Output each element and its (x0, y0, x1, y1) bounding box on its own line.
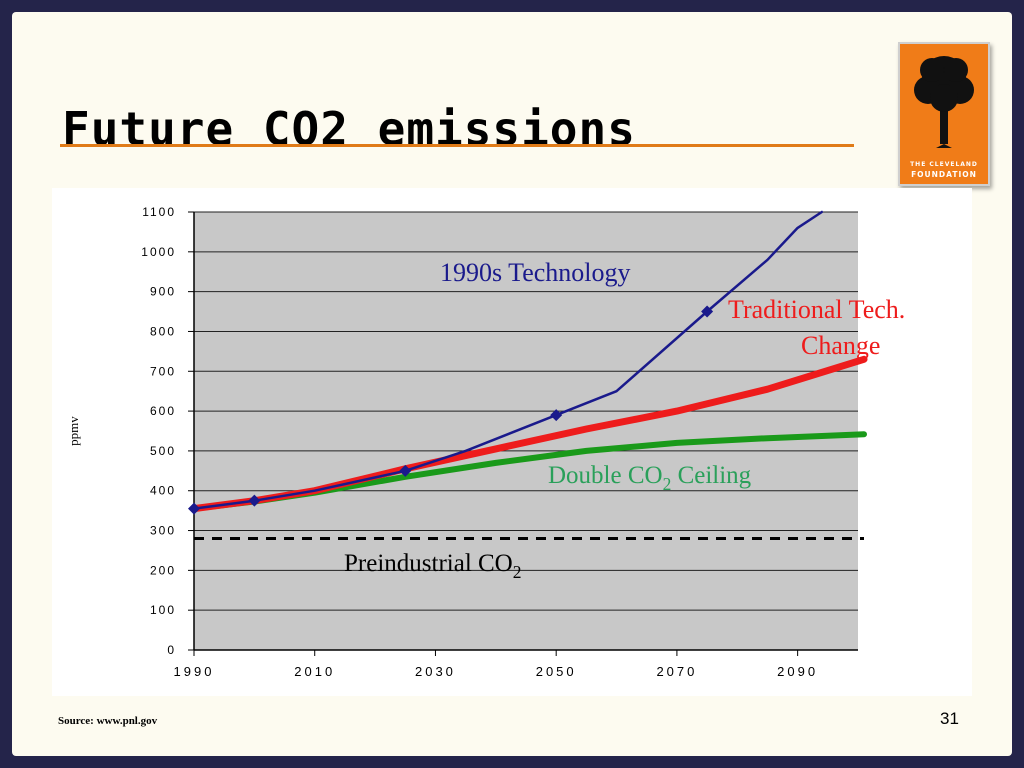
y-axis-label: ppmv (66, 416, 81, 446)
y-tick-label: 800 (150, 324, 176, 338)
x-tick-label: 2010 (294, 664, 335, 679)
plot-area (194, 212, 858, 650)
data-marker (248, 494, 261, 507)
x-tick-label: 2090 (777, 664, 818, 679)
logo-line-1: THE CLEVELAND (910, 161, 978, 168)
data-marker (550, 409, 563, 422)
label-double-co2-ceiling: Double CO2 Ceiling (548, 462, 752, 494)
label-traditional-tech: Traditional Tech. (728, 295, 905, 324)
chart-container: 0 100 200 300 400 500 600 700 800 900 1000 1100 1990… (52, 188, 972, 696)
cleveland-foundation-logo: THE CLEVELAND FOUNDATION (898, 42, 990, 186)
y-tick-label: 100 (150, 603, 176, 617)
y-tick-label: 600 (150, 404, 176, 418)
y-tick-label: 200 (150, 563, 176, 577)
source-note: Source: www.pnl.gov (58, 715, 158, 727)
y-tick-label: 300 (150, 524, 176, 538)
page-number: 31 (940, 709, 959, 728)
label-preindustrial-co2: Preindustrial CO2 (344, 550, 522, 582)
logo-text: THE CLEVELAND FOUNDATION (900, 160, 988, 180)
y-tick-label: 0 (167, 643, 176, 657)
slide-title: Future CO2 emissions (62, 102, 636, 156)
label-double-co2-ceiling-tail: Ceiling (671, 462, 751, 489)
x-tick-label: 2050 (536, 664, 577, 679)
y-tick-label: 700 (150, 364, 176, 378)
y-tick-label: 900 (150, 285, 176, 299)
y-tick-label: 1100 (142, 205, 176, 219)
label-1990s-technology: 1990s Technology (440, 258, 631, 287)
data-marker (701, 305, 714, 318)
data-marker (399, 464, 412, 477)
x-tick-label: 1990 (174, 664, 215, 679)
y-tick-label: 400 (150, 484, 176, 498)
x-tick-label: 2030 (415, 664, 456, 679)
logo-line-2: FOUNDATION (911, 170, 977, 179)
y-tick-label: 500 (150, 444, 176, 458)
title-underline (60, 144, 854, 147)
label-double-co2-ceiling-subscript: 2 (663, 474, 672, 494)
x-tick-label: 2070 (656, 664, 697, 679)
slide: Future CO2 emissions THE CLEVELAND FOUND… (12, 12, 1012, 756)
tree-icon (914, 56, 974, 148)
co2-chart: 0 100 200 300 400 500 600 700 800 900 1000 1100 1990… (66, 205, 905, 679)
y-tick-label: 1000 (141, 245, 176, 259)
data-marker (188, 502, 200, 515)
label-preindustrial-co2-subscript: 2 (513, 562, 522, 582)
label-traditional-change: Change (801, 331, 880, 360)
